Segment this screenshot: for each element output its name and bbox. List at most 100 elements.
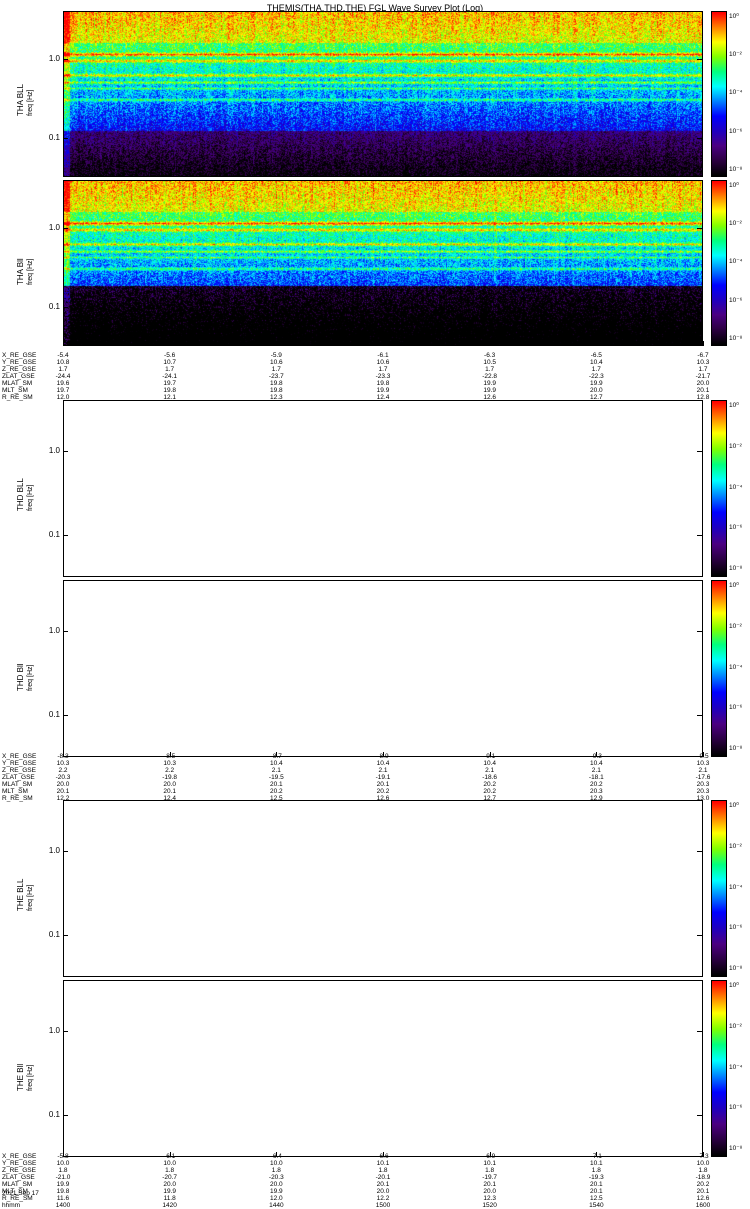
- axis-tick-value: -20.7: [162, 1174, 178, 1181]
- y-tick-mark: [63, 306, 68, 308]
- axis-tick-value: -17.6: [695, 774, 711, 781]
- axis-tick-value: 20.0: [696, 380, 710, 387]
- y-tick-label: 0.1: [48, 710, 60, 720]
- spectrogram-panel-tha-bl: [63, 180, 703, 346]
- axis-tick-value: 20.1: [696, 1188, 710, 1195]
- panel-yunits-thd-bl: freq [Hz]: [27, 664, 34, 691]
- axis-row-label: Z_RE_GSE: [2, 767, 36, 774]
- axis-tick-value: 12.5: [590, 1195, 603, 1202]
- axis-tick-value: 20.1: [696, 387, 710, 394]
- axis-row-label: X_RE_GSE: [2, 1153, 37, 1160]
- axis-tick-value: 20.1: [483, 1181, 496, 1188]
- axis-tick-value: 2.2: [58, 767, 68, 774]
- axis-tick-value: 19.7: [56, 387, 70, 394]
- axis-tick-value: -21.7: [695, 373, 711, 380]
- colorbar-the-bl: [711, 980, 727, 1157]
- colorbar-tick-label: 10⁻⁴: [729, 883, 743, 891]
- panel-yunits-thd-bll: freq [Hz]: [27, 484, 34, 511]
- axis-tick-value: 12.0: [56, 394, 70, 401]
- axis-tick-value: 20.0: [483, 1188, 496, 1195]
- axis-tick-value: 20.1: [376, 781, 390, 788]
- colorbar-tick-label: 10⁻²: [729, 1023, 742, 1031]
- y-tick-mark: [697, 137, 702, 139]
- axis-tick-value: -5.6: [164, 352, 176, 359]
- axis-tick-value: 1.8: [485, 1167, 495, 1174]
- axis-tick-value: -19.5: [268, 774, 284, 781]
- colorbar-gradient: [712, 181, 726, 345]
- x-tick-mark: [489, 341, 491, 346]
- axis-tick-value: 12.6: [696, 1195, 710, 1202]
- x-tick-mark: [489, 752, 491, 757]
- axis-tick-value: 10.1: [590, 1160, 603, 1167]
- axis-tick-value: 20.2: [376, 788, 390, 795]
- axis-tick-value: 1440: [269, 1202, 284, 1209]
- colorbar-tick-label: 10⁰: [729, 12, 739, 20]
- colorbar-tick-label: 10⁻⁴: [729, 89, 743, 97]
- axis-tick-value: -6.4: [256, 1153, 296, 1160]
- axis-tick-value: 20.3: [696, 788, 710, 795]
- axis-tick-value: 20.1: [376, 1181, 390, 1188]
- y-tick-label: 0.1: [48, 530, 60, 540]
- axis-tick-value: 10.0: [696, 1160, 710, 1167]
- axis-row-label: hhmm: [2, 1202, 21, 1209]
- axis-tick-value: 12.0: [270, 1195, 283, 1202]
- colorbar-thd-bll: [711, 400, 727, 577]
- axis-tick-value: 1500: [375, 1202, 391, 1209]
- x-tick-mark: [383, 1152, 384, 1157]
- axis-tick-value: 12.7: [483, 795, 496, 802]
- axis-tick-value: 20.0: [56, 781, 70, 788]
- panel-ylabel-thd-bl: THD Bll: [16, 662, 25, 691]
- colorbar-tick-label: 10⁻²: [729, 220, 742, 228]
- axis-tick-value: 10.3: [56, 760, 70, 767]
- colorbar-tick-label: 10⁻²: [729, 443, 742, 451]
- axis-tick-value: -5.8: [43, 1153, 83, 1160]
- axis-tick-value: 20.1: [56, 788, 70, 795]
- x-tick-mark: [596, 341, 598, 346]
- x-tick-mark: [169, 1152, 171, 1157]
- x-tick-mark: [276, 1152, 278, 1157]
- axis-tick-value: 10.7: [163, 359, 176, 366]
- axis-tick-value: -23.7: [268, 373, 284, 380]
- axis-tick-value: 12.7: [590, 394, 603, 401]
- axis-tick-value: -6.5: [590, 352, 602, 359]
- y-tick-mark: [63, 630, 68, 632]
- axis-tick-value: -18.1: [588, 774, 604, 781]
- axis-tick-value: 1.8: [271, 1167, 281, 1174]
- axis-tick-value: -6.7: [697, 352, 709, 359]
- y-tick-mark: [697, 1115, 702, 1117]
- axis-row-label: ZLAT_GSE: [2, 373, 35, 380]
- colorbar-tick-label: 10⁻⁴: [729, 1063, 743, 1071]
- axis-tick-value: 19.8: [163, 387, 176, 394]
- y-tick-mark: [697, 58, 702, 60]
- axis-tick-value: 19.8: [56, 1188, 70, 1195]
- colorbar-the-bll: [711, 800, 727, 977]
- spectrogram-panel-the-bll: [63, 800, 703, 977]
- axis-tick-value: 1.7: [271, 366, 281, 373]
- axis-tick-value: 12.4: [376, 394, 390, 401]
- axis-tick-value: -7.1: [576, 1153, 616, 1160]
- axis-row-label: MLT_SM: [2, 788, 28, 795]
- x-tick-mark: [383, 341, 384, 346]
- axis-tick-value: -6.1: [377, 352, 389, 359]
- axis-tick-value: -18.9: [695, 1174, 711, 1181]
- axis-tick-value: 19.8: [376, 380, 390, 387]
- y-tick-label: 0.1: [48, 132, 60, 142]
- axis-row-label: ZLAT_GSE: [2, 774, 35, 781]
- panel-yunits-tha-bl: freq [Hz]: [27, 258, 34, 285]
- axis-tick-value: 1400: [55, 1202, 71, 1209]
- spectrogram-panel-thd-bl: [63, 580, 703, 757]
- axis-tick-value: 10.4: [590, 359, 603, 366]
- axis-tick-value: 20.2: [590, 781, 603, 788]
- axis-tick-value: -6.6: [363, 1153, 403, 1160]
- axis-tick-value: 1.8: [378, 1167, 388, 1174]
- axis-tick-value: -9.1: [470, 753, 510, 760]
- panel-ylabel-the-bll: THE BLL: [16, 878, 25, 911]
- colorbar-tha-bll: [711, 11, 727, 177]
- colorbar-tick-label: 10⁻⁶: [729, 1104, 743, 1112]
- spectrogram-panel-thd-bll: [63, 400, 703, 577]
- y-tick-mark: [63, 1030, 68, 1032]
- axis-tick-value: 10.4: [270, 760, 283, 767]
- axis-tick-value: -18.6: [482, 774, 498, 781]
- axis-tick-value: 12.3: [270, 394, 283, 401]
